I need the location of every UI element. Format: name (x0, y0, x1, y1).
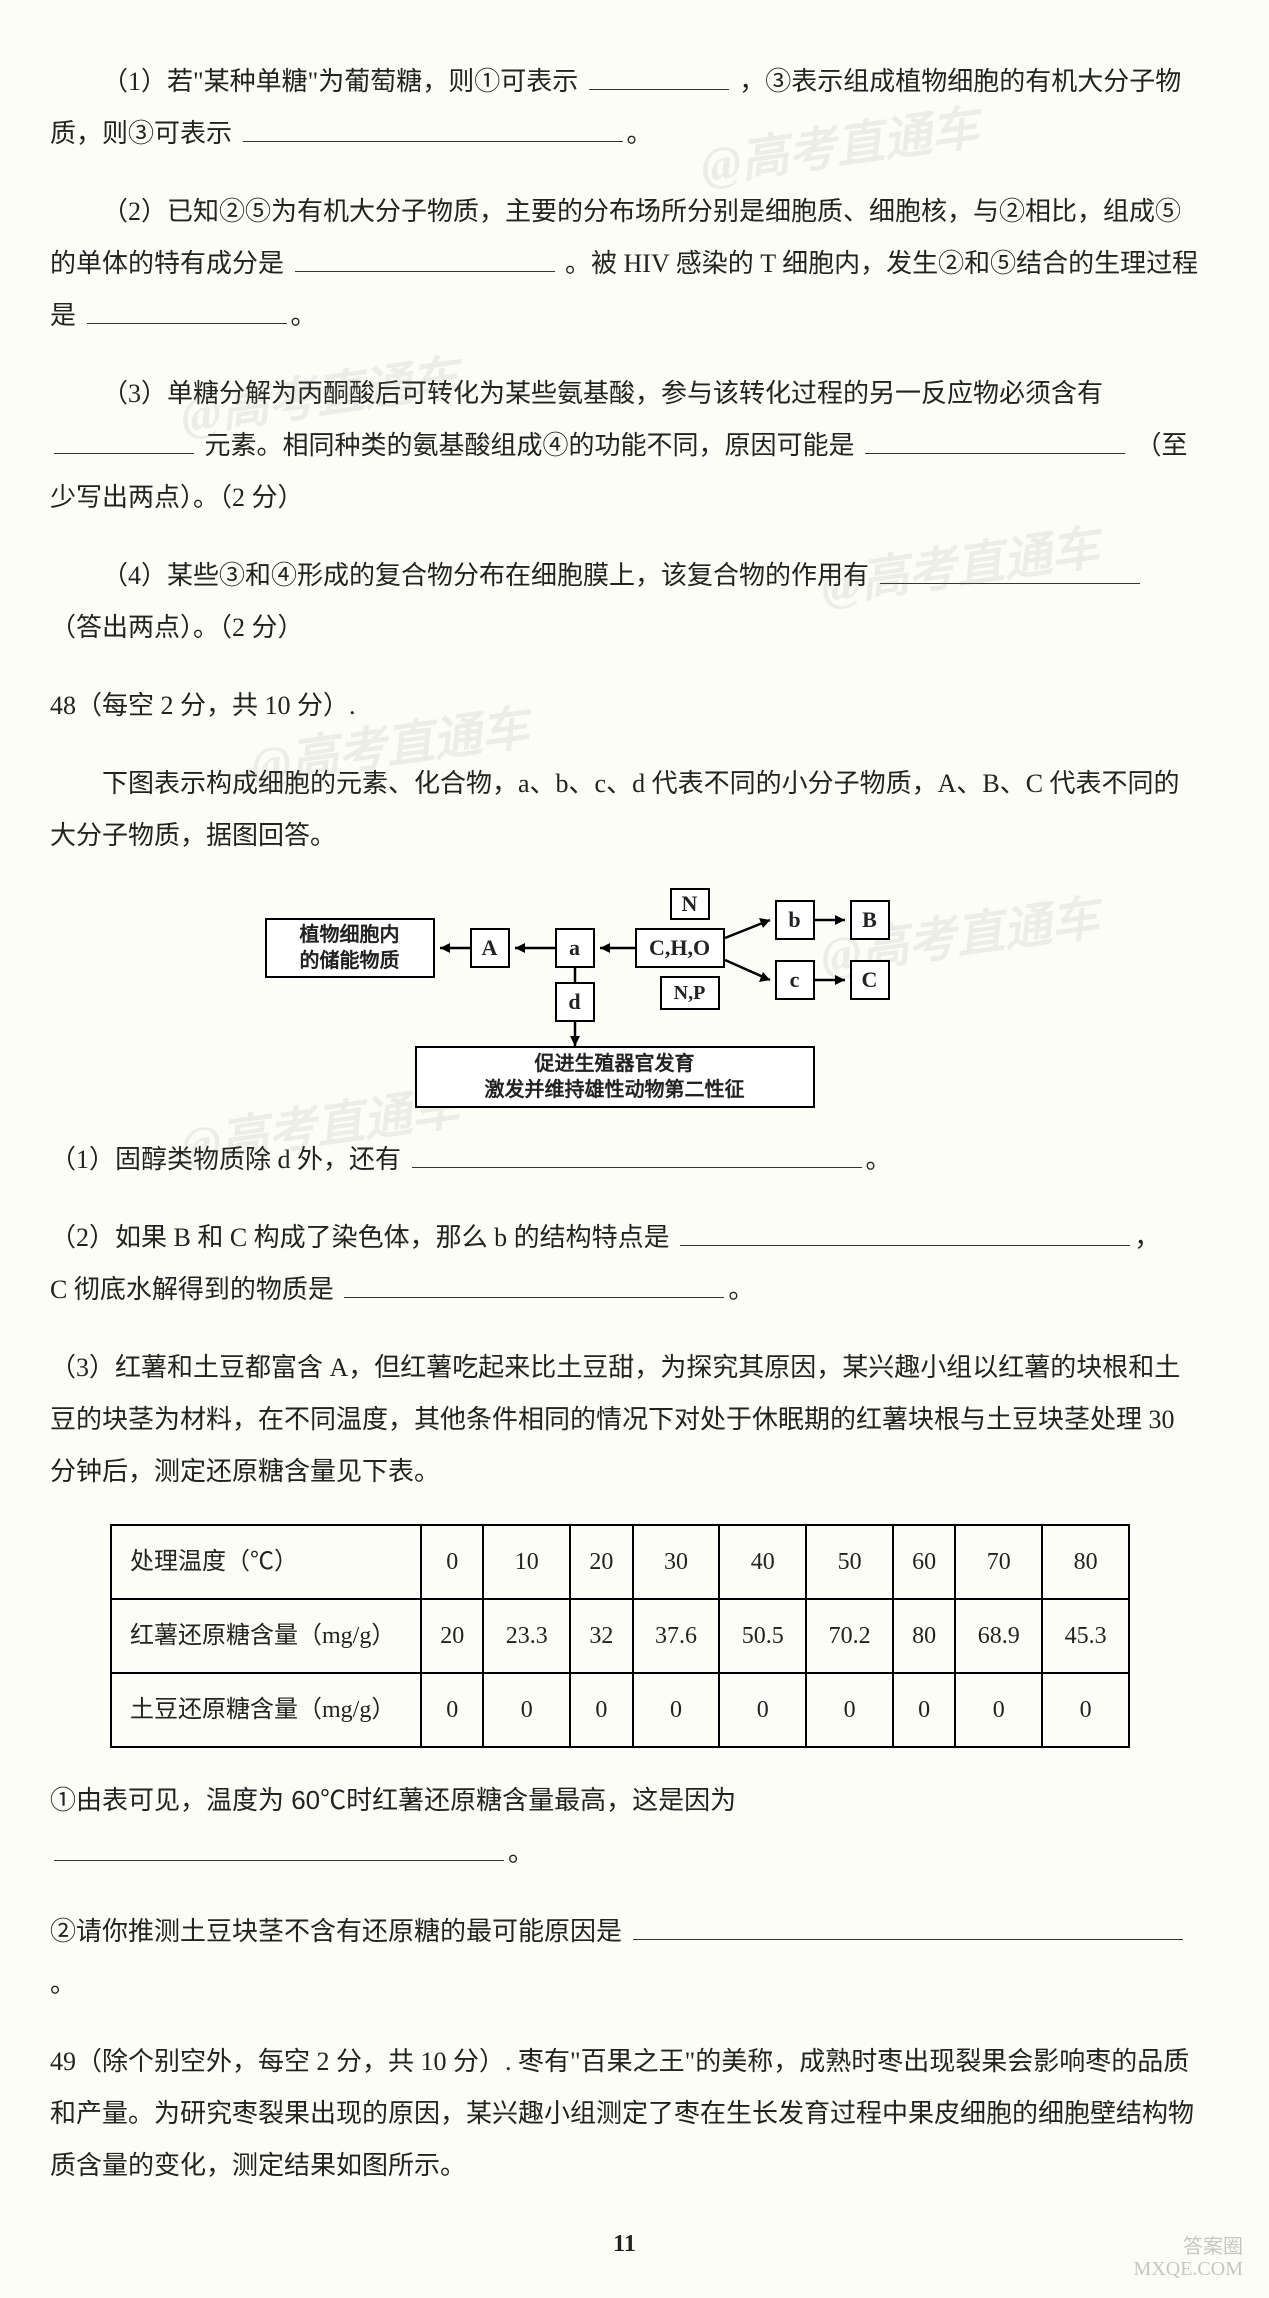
cell: 45.3 (1042, 1599, 1129, 1673)
cell: 10 (483, 1525, 570, 1599)
q48-intro: 下图表示构成细胞的元素、化合物，a、b、c、d 代表不同的小分子物质，A、B、C… (50, 758, 1199, 862)
cell: 0 (421, 1673, 483, 1747)
text: （3）单糖分解为丙酮酸后可转化为某些氨基酸，参与该转化过程的另一反应物必须含有 (102, 379, 1103, 408)
cell: 68.9 (955, 1599, 1042, 1673)
cell: 40 (719, 1525, 806, 1599)
q47-2: （2）已知②⑤为有机大分子物质，主要的分布场所分别是细胞质、细胞核，与②相比，组… (50, 186, 1199, 342)
text: （1）若"某种单糖"为葡萄糖，则①可表示 (102, 67, 578, 96)
box-N: N (670, 888, 710, 920)
table-row-sweet: 红薯还原糖含量（mg/g） 20 23.3 32 37.6 50.5 70.2 … (111, 1599, 1129, 1673)
q48-3: （3）红薯和土豆都富含 A，但红薯吃起来比土豆甜，为探究其原因，某兴趣小组以红薯… (50, 1342, 1199, 1498)
q47-4: （4）某些③和④形成的复合物分布在细胞膜上，该复合物的作用有 （答出两点）。（2… (50, 550, 1199, 654)
text: ①由表可见，温度为 60℃时红薯还原糖含量最高，这是因为 (50, 1785, 736, 1815)
text: （答出两点）。（2 分） (50, 613, 304, 642)
cell: 0 (806, 1673, 893, 1747)
cell: 0 (955, 1673, 1042, 1747)
q47-3: （3）单糖分解为丙酮酸后可转化为某些氨基酸，参与该转化过程的另一反应物必须含有 … (50, 368, 1199, 524)
box-B: B (850, 900, 890, 940)
cell: 50 (806, 1525, 893, 1599)
box-desc: 促进生殖器官发育激发并维持雄性动物第二性征 (415, 1046, 815, 1108)
box-a: a (555, 928, 595, 968)
box-b: b (775, 900, 815, 940)
cell: 60 (893, 1525, 955, 1599)
cell: 0 (719, 1673, 806, 1747)
blank (865, 424, 1125, 454)
cell: 0 (570, 1673, 632, 1747)
blank (295, 242, 555, 272)
box-CHO: C,H,O (635, 928, 725, 968)
th-label: 处理温度（℃） (111, 1525, 421, 1599)
cell: 70.2 (806, 1599, 893, 1673)
table-row-potato: 土豆还原糖含量（mg/g） 0 0 0 0 0 0 0 0 0 (111, 1673, 1129, 1747)
cell: 0 (633, 1673, 720, 1747)
cell: 30 (633, 1525, 720, 1599)
cell: 0 (421, 1525, 483, 1599)
q47-1: （1）若"某种单糖"为葡萄糖，则①可表示 ，③表示组成植物细胞的有机大分子物质，… (50, 56, 1199, 160)
cell: 0 (483, 1673, 570, 1747)
cell: 20 (570, 1525, 632, 1599)
cell: 80 (1042, 1525, 1129, 1599)
blank (87, 294, 287, 324)
blank (344, 1268, 724, 1298)
blank (412, 1138, 862, 1168)
text: （2）如果 B 和 C 构成了染色体，那么 b 的结构特点是 (50, 1223, 670, 1252)
box-NP: N,P (660, 976, 720, 1010)
text: 元素。相同种类的氨基酸组成④的功能不同，原因可能是 (205, 431, 855, 460)
blank (680, 1216, 1130, 1246)
q48-2: （2）如果 B 和 C 构成了染色体，那么 b 的结构特点是 ， C 彻底水解得… (50, 1212, 1199, 1316)
th-label: 红薯还原糖含量（mg/g） (111, 1599, 421, 1673)
box-A: A (470, 928, 510, 968)
box-plant: 植物细胞内的储能物质 (265, 918, 435, 978)
footer-brand: 答案圈 (1134, 2236, 1243, 2258)
q48-head: 48（每空 2 分，共 10 分）. (50, 680, 1199, 732)
q48-sub1: ①由表可见，温度为 60℃时红薯还原糖含量最高，这是因为 。 (50, 1774, 1199, 1879)
cell: 37.6 (633, 1599, 720, 1673)
blank (589, 60, 729, 90)
q48-1: （1）固醇类物质除 d 外，还有 。 (50, 1134, 1199, 1186)
cell: 50.5 (719, 1599, 806, 1673)
blank (633, 1910, 1183, 1940)
q49-head: 49（除个别空外，每空 2 分，共 10 分）. 枣有"百果之王"的美称，成熟时… (50, 2036, 1199, 2192)
blank (54, 1831, 504, 1861)
text: （4）某些③和④形成的复合物分布在细胞膜上，该复合物的作用有 (102, 561, 869, 590)
diagram-wrap: 植物细胞内的储能物质 A a C,H,O N N,P b B c C d 促进生… (50, 888, 1199, 1108)
blank (880, 554, 1140, 584)
page: @高考直通车 @高考直通车 @高考直通车 @高考直通车 @高考直通车 @高考直通… (0, 0, 1269, 2298)
th-label: 土豆还原糖含量（mg/g） (111, 1673, 421, 1747)
text: ②请你推测土豆块茎不含有还原糖的最可能原因是 (50, 1916, 622, 1946)
text: C 彻底水解得到的物质是 (50, 1275, 334, 1304)
cell: 20 (421, 1599, 483, 1673)
diagram: 植物细胞内的储能物质 A a C,H,O N N,P b B c C d 促进生… (265, 888, 985, 1108)
cell: 0 (893, 1673, 955, 1747)
footer-watermark: 答案圈 MXQE.COM (1134, 2236, 1243, 2280)
blank (243, 112, 623, 142)
cell: 23.3 (483, 1599, 570, 1673)
box-Cc: C (850, 960, 890, 1000)
blank (54, 424, 194, 454)
cell: 80 (893, 1599, 955, 1673)
q48-sub2: ②请你推测土豆块茎不含有还原糖的最可能原因是 。 (50, 1905, 1199, 2010)
cell: 0 (1042, 1673, 1129, 1747)
table-row-head: 处理温度（℃） 0 10 20 30 40 50 60 70 80 (111, 1525, 1129, 1599)
cell: 70 (955, 1525, 1042, 1599)
footer-url: MXQE.COM (1134, 2258, 1243, 2280)
cell: 32 (570, 1599, 632, 1673)
data-table: 处理温度（℃） 0 10 20 30 40 50 60 70 80 红薯还原糖含… (110, 1524, 1130, 1748)
box-d: d (555, 982, 595, 1022)
page-number: 11 (50, 2220, 1199, 2268)
box-c: c (775, 960, 815, 1000)
text: （1）固醇类物质除 d 外，还有 (50, 1145, 401, 1174)
